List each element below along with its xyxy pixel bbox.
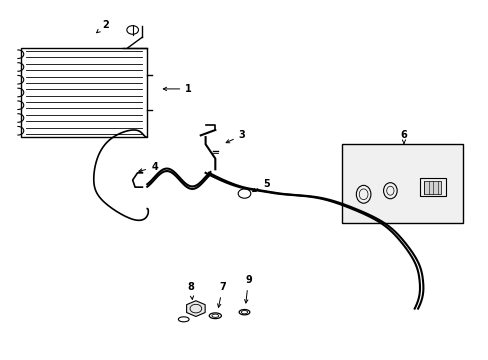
- Text: 6: 6: [400, 130, 407, 143]
- Bar: [341, 144, 462, 223]
- Text: 9: 9: [244, 275, 251, 303]
- Bar: [424, 181, 441, 194]
- Text: 2: 2: [97, 19, 109, 33]
- Text: 7: 7: [217, 282, 225, 307]
- Text: 5: 5: [252, 179, 269, 192]
- Polygon shape: [186, 301, 205, 316]
- Text: 1: 1: [163, 84, 192, 94]
- Bar: [21, 48, 147, 137]
- Text: 8: 8: [187, 282, 194, 299]
- Text: 4: 4: [139, 162, 158, 172]
- Text: 3: 3: [225, 130, 245, 143]
- Bar: [419, 178, 446, 196]
